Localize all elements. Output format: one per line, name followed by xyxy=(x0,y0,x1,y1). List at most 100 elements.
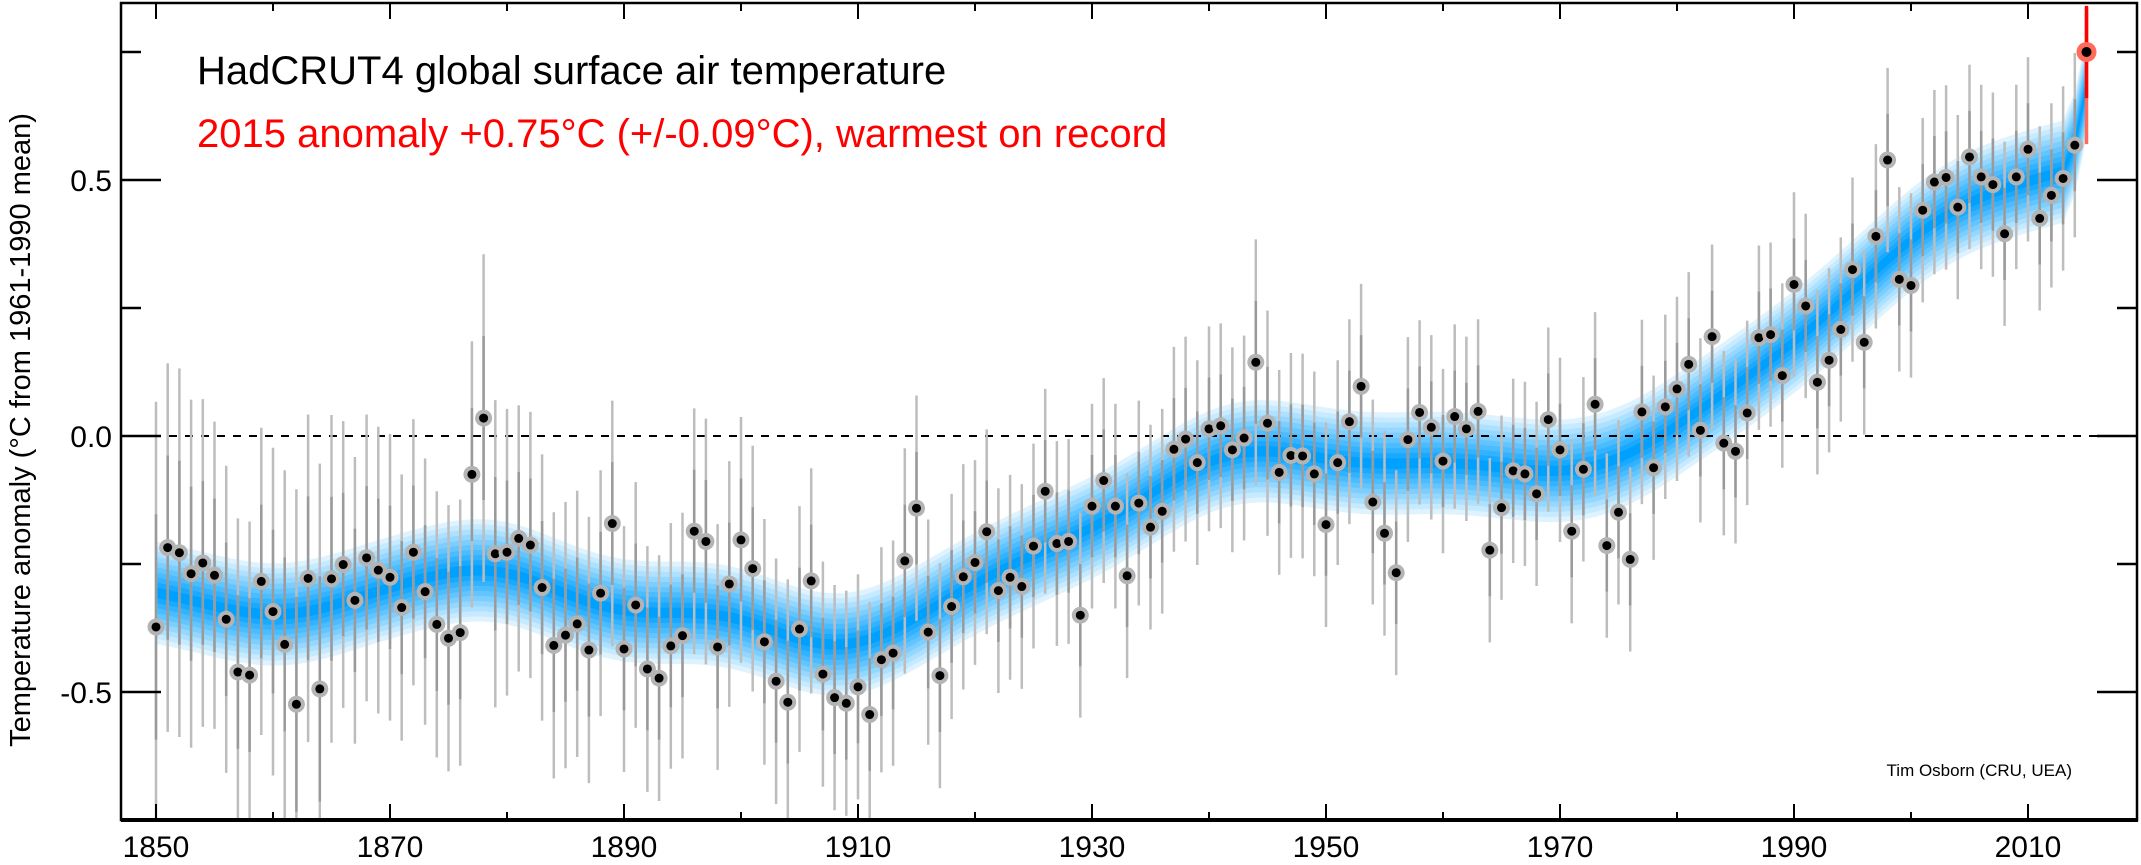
data-point xyxy=(1731,446,1740,456)
data-point xyxy=(572,619,582,629)
y-tick-label: 0.5 xyxy=(70,165,112,198)
data-point xyxy=(1567,526,1577,536)
data-point xyxy=(2046,190,2056,200)
data-point xyxy=(1122,571,1132,581)
data-point xyxy=(514,533,524,543)
data-point xyxy=(397,603,407,613)
data-point xyxy=(748,564,758,574)
data-point xyxy=(1941,172,1951,182)
data-point xyxy=(1836,325,1846,335)
data-point xyxy=(1812,377,1822,387)
data-point xyxy=(1894,274,1904,284)
data-point xyxy=(818,669,828,679)
data-point xyxy=(1251,357,1261,367)
data-point xyxy=(970,557,980,567)
data-point xyxy=(1169,444,1179,454)
data-point xyxy=(1918,205,1928,215)
credit-label: Tim Osborn (CRU, UEA) xyxy=(1887,761,2072,780)
data-point xyxy=(420,587,430,597)
data-point xyxy=(1134,498,1144,508)
data-point xyxy=(1602,541,1612,551)
data-point xyxy=(1684,359,1694,369)
data-point xyxy=(806,576,816,586)
data-point xyxy=(1859,337,1869,347)
data-point xyxy=(163,543,173,553)
data-point xyxy=(1333,458,1343,468)
data-point xyxy=(1227,445,1237,455)
data-point xyxy=(935,671,945,681)
data-point xyxy=(280,639,290,649)
data-point xyxy=(1497,503,1506,513)
x-axis: 1850 1870 1890 1910 1930 1950 1970 1990 2010 xyxy=(123,3,2062,864)
data-point xyxy=(1649,463,1659,473)
data-point xyxy=(1309,469,1319,479)
data-point xyxy=(724,579,734,589)
data-point xyxy=(1157,506,1167,516)
data-point xyxy=(1789,279,1799,289)
data-point xyxy=(467,469,477,479)
data-point xyxy=(1883,155,1893,165)
data-point xyxy=(619,644,629,654)
data-point xyxy=(666,641,676,651)
data-point xyxy=(654,673,664,683)
data-points xyxy=(147,136,2084,724)
data-point xyxy=(1801,301,1811,311)
data-point xyxy=(1707,332,1717,342)
data-point xyxy=(1380,528,1389,538)
data-point xyxy=(1403,435,1413,445)
data-point xyxy=(1824,355,1834,365)
data-point xyxy=(888,648,898,658)
data-point xyxy=(678,631,687,641)
data-point xyxy=(1929,177,1939,187)
data-point xyxy=(584,645,594,655)
data-point xyxy=(1263,418,1272,428)
data-point xyxy=(1005,572,1015,582)
x-tick-label: 1850 xyxy=(123,831,190,864)
data-point xyxy=(1075,610,1085,620)
data-point xyxy=(1578,464,1588,474)
data-point xyxy=(958,572,968,582)
x-tick-label: 1990 xyxy=(1761,831,1828,864)
data-point xyxy=(432,619,442,629)
data-point xyxy=(1953,202,1963,212)
data-point xyxy=(1064,536,1074,546)
data-point xyxy=(1426,422,1436,432)
data-point xyxy=(2070,140,2080,150)
data-point xyxy=(795,624,804,634)
data-point xyxy=(291,699,301,709)
data-point xyxy=(1017,582,1027,592)
data-point xyxy=(900,556,910,566)
data-point xyxy=(1754,333,1764,343)
y-tick-label: -0.5 xyxy=(60,677,112,710)
data-point xyxy=(1637,407,1647,417)
y-axis-label: Temperature anomaly (°C from 1961-1990 m… xyxy=(5,113,37,747)
data-point xyxy=(490,549,500,559)
data-point xyxy=(537,583,547,593)
data-point xyxy=(701,536,711,546)
data-point xyxy=(947,601,957,611)
data-point xyxy=(245,670,255,680)
y-tick-label: 0.0 xyxy=(70,421,112,454)
data-point xyxy=(596,588,606,598)
data-point xyxy=(1450,412,1460,422)
data-point xyxy=(1719,438,1729,448)
data-point xyxy=(1660,402,1670,412)
data-point xyxy=(408,547,418,557)
data-point xyxy=(1087,501,1097,511)
data-point xyxy=(2023,144,2033,154)
data-point xyxy=(1988,180,1998,190)
data-point xyxy=(151,622,161,632)
data-point xyxy=(1438,456,1448,466)
data-point xyxy=(373,565,383,575)
data-point xyxy=(1356,381,1366,391)
data-point xyxy=(1052,539,1062,549)
data-point xyxy=(210,570,219,580)
data-point xyxy=(1520,469,1530,479)
y-axis: -0.5 0.0 0.5 xyxy=(60,50,2137,710)
data-point xyxy=(1029,541,1038,551)
data-point xyxy=(2000,229,2010,239)
data-point xyxy=(1473,406,1483,416)
x-tick-label: 1890 xyxy=(591,831,658,864)
x-tick-label: 2010 xyxy=(1995,831,2062,864)
